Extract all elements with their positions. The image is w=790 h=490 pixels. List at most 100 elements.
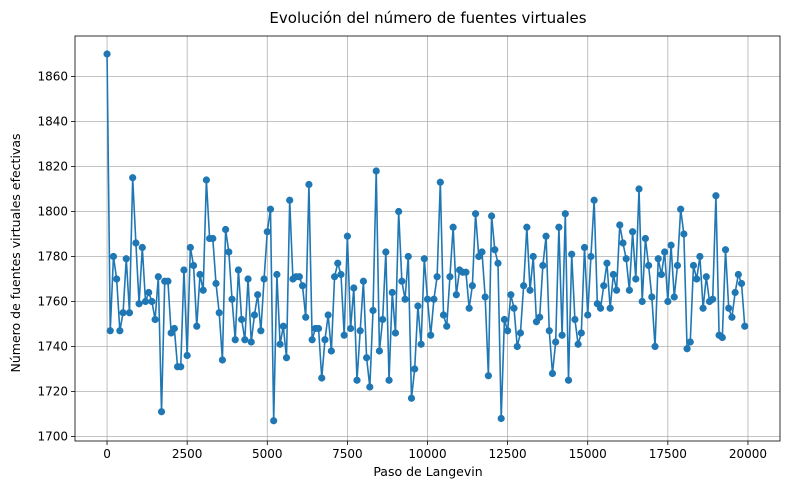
- grid-lines: [75, 36, 780, 441]
- x-tick-label: 2500: [172, 447, 203, 461]
- data-point: [571, 315, 579, 324]
- data-point: [318, 374, 326, 382]
- data-point: [234, 266, 243, 274]
- data-point: [603, 259, 611, 267]
- data-point: [436, 178, 444, 186]
- data-point: [529, 252, 537, 261]
- data-point: [584, 311, 592, 319]
- data-point: [606, 304, 614, 312]
- data-point: [295, 273, 303, 281]
- data-point: [417, 340, 425, 348]
- data-point: [395, 207, 403, 216]
- data-point: [612, 286, 621, 294]
- data-point: [516, 329, 525, 337]
- data-point: [177, 363, 185, 371]
- data-point: [587, 252, 595, 261]
- data-point: [635, 185, 643, 193]
- y-tick-label: 1760: [37, 295, 68, 309]
- data-point: [654, 255, 662, 263]
- data-point: [157, 408, 166, 416]
- data-point: [709, 295, 717, 303]
- data-point: [135, 300, 143, 308]
- data-point: [420, 255, 428, 263]
- data-point: [625, 286, 633, 294]
- data-point: [324, 311, 332, 319]
- data-point: [122, 255, 130, 263]
- data-point: [491, 246, 499, 254]
- data-point: [526, 286, 534, 294]
- data-point: [622, 255, 630, 263]
- data-point: [164, 277, 172, 285]
- data-point: [314, 324, 323, 333]
- data-point: [141, 297, 150, 306]
- x-tick-label: 7500: [332, 447, 363, 461]
- data-point: [404, 252, 412, 261]
- data-point: [327, 347, 335, 355]
- data-point: [641, 234, 650, 243]
- data-point: [202, 176, 210, 184]
- data-point: [548, 369, 557, 378]
- data-point: [446, 273, 454, 281]
- data-point: [244, 275, 252, 283]
- data-point: [231, 336, 239, 344]
- data-point: [337, 270, 345, 279]
- data-point: [113, 275, 121, 283]
- data-point: [363, 354, 371, 362]
- x-tick-label: 20000: [729, 447, 767, 461]
- data-point: [497, 414, 505, 423]
- data-point: [462, 268, 470, 276]
- data-point: [507, 291, 515, 299]
- data-point: [616, 221, 624, 229]
- y-tick-label: 1720: [37, 385, 68, 399]
- data-point: [741, 322, 749, 330]
- y-tick-label: 1740: [37, 340, 68, 354]
- data-point: [494, 259, 502, 267]
- data-point: [382, 248, 390, 256]
- data-point: [734, 270, 742, 279]
- data-point: [340, 331, 348, 339]
- data-point: [558, 331, 566, 339]
- data-point: [369, 306, 377, 315]
- data-point: [241, 336, 249, 344]
- data-point: [186, 243, 194, 252]
- data-point: [500, 315, 509, 324]
- data-point: [683, 345, 691, 353]
- data-point: [686, 338, 694, 346]
- data-point: [439, 311, 448, 319]
- data-point: [154, 273, 162, 281]
- data-point: [423, 295, 432, 303]
- data-point: [170, 324, 178, 333]
- x-tick-label: 12500: [489, 447, 527, 461]
- data-point: [465, 304, 473, 312]
- data-point: [728, 313, 736, 321]
- data-point: [609, 270, 617, 279]
- data-point: [308, 336, 316, 344]
- series-line: [106, 53, 746, 421]
- data-point: [398, 277, 406, 285]
- data-point: [196, 270, 204, 279]
- data-point: [693, 275, 701, 283]
- data-point: [545, 327, 553, 335]
- data-point: [702, 273, 710, 281]
- data-point: [302, 313, 310, 321]
- y-tick-label: 1700: [37, 430, 68, 444]
- data-point: [487, 212, 496, 220]
- data-point: [638, 297, 646, 306]
- data-point: [411, 365, 419, 373]
- data-point: [225, 248, 233, 256]
- data-point: [677, 205, 685, 213]
- data-point: [109, 252, 118, 261]
- data-point: [353, 376, 361, 384]
- chart-title: Evolución del número de fuentes virtuale…: [269, 9, 586, 27]
- x-axis-ticks: 0 2500 5000 7500 10000 12500 15000 17500 20000: [103, 441, 767, 461]
- y-tick-label: 1860: [37, 70, 68, 84]
- data-point: [103, 50, 111, 58]
- data-point: [568, 250, 576, 258]
- data-point: [651, 342, 659, 351]
- data-point: [215, 309, 223, 317]
- data-point: [228, 295, 236, 303]
- data-point: [632, 275, 640, 283]
- data-point: [664, 297, 672, 306]
- data-point: [263, 228, 271, 236]
- data-point: [254, 291, 262, 299]
